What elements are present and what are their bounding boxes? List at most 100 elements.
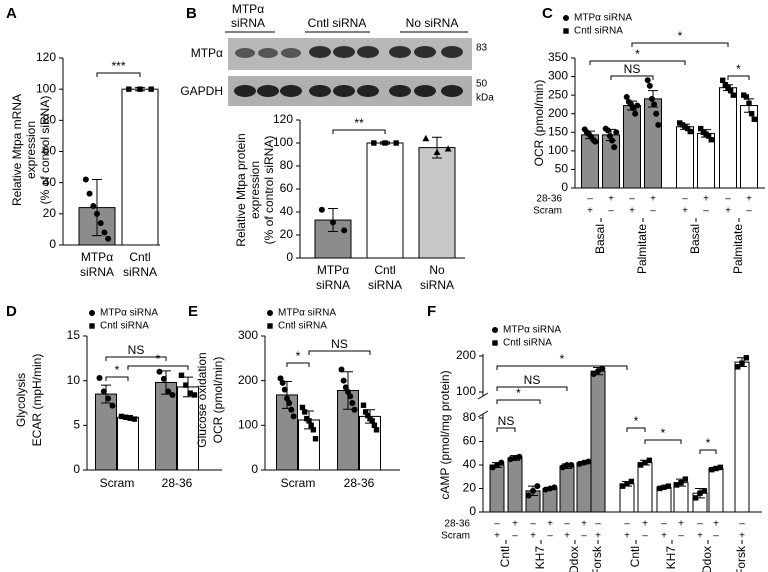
data-point xyxy=(183,382,189,388)
condition-sign: – xyxy=(697,519,703,530)
x-tick-label: No xyxy=(429,263,445,277)
band xyxy=(281,48,301,58)
y-tick-label: 10 xyxy=(67,373,81,387)
condition-sign: + xyxy=(587,206,593,217)
significance-bracket xyxy=(496,399,541,404)
band-label: GAPDH xyxy=(180,84,223,98)
data-point xyxy=(730,92,736,98)
condition-sign: + xyxy=(682,206,688,217)
y-tick-label: 0 xyxy=(251,462,258,476)
condition-sign: + xyxy=(581,519,587,530)
data-point xyxy=(692,495,699,501)
significance-bracket xyxy=(644,439,682,444)
data-point xyxy=(90,203,97,210)
y-axis-label: OCR (pmol/min) xyxy=(211,357,225,444)
data-point xyxy=(277,375,284,382)
data-point xyxy=(609,137,616,144)
condition-sign: – xyxy=(624,519,630,530)
error-bar xyxy=(92,179,102,237)
significance-bracket xyxy=(96,72,141,77)
data-point xyxy=(604,127,611,134)
y-tick-label: 20 xyxy=(280,227,294,241)
data-point xyxy=(642,459,648,466)
data-point xyxy=(308,422,314,429)
condition-sign: + xyxy=(547,519,553,530)
data-point xyxy=(281,386,288,393)
y-tick-label: 150 xyxy=(548,124,568,138)
group-label: Basal xyxy=(593,224,607,254)
marker-label: 83 xyxy=(476,43,488,54)
data-point xyxy=(310,427,317,433)
significance-label: * xyxy=(156,352,161,366)
data-point xyxy=(148,86,154,92)
data-point xyxy=(156,368,163,375)
data-point xyxy=(595,368,601,375)
y-axis-label: ECAR (mpH/min) xyxy=(30,354,44,447)
data-point xyxy=(299,404,306,411)
data-point xyxy=(165,388,172,395)
bar xyxy=(734,361,750,513)
data-point xyxy=(101,229,108,236)
condition-sign: – xyxy=(678,531,684,542)
band xyxy=(357,85,379,97)
data-point xyxy=(100,388,107,395)
data-point xyxy=(590,371,597,377)
significance-label: * xyxy=(560,352,565,366)
lane-label: MTPα xyxy=(232,2,264,16)
data-point xyxy=(312,436,319,442)
band xyxy=(257,85,279,97)
legend-marker xyxy=(563,28,569,34)
data-point xyxy=(717,464,724,471)
panel-letter: D xyxy=(6,303,17,320)
condition-sign: – xyxy=(581,531,587,542)
data-point xyxy=(351,406,358,413)
data-point xyxy=(169,391,176,398)
bar xyxy=(576,462,592,513)
data-point xyxy=(86,190,93,197)
bar xyxy=(644,98,662,189)
lane-label: Cntl siRNA xyxy=(308,16,367,30)
data-point xyxy=(362,409,369,415)
band xyxy=(309,46,331,58)
y-axis-label: cAMP (pmol/mg protein) xyxy=(438,370,452,499)
condition-sign: + xyxy=(746,194,752,205)
legend-marker xyxy=(563,15,569,21)
y-tick-label: 120 xyxy=(36,50,56,64)
data-point xyxy=(286,400,293,406)
significance-label: * xyxy=(296,349,301,363)
group-label: Palmitate xyxy=(731,224,745,274)
data-point xyxy=(288,406,295,413)
y-tick-label: 40 xyxy=(43,175,57,189)
condition-sign: – xyxy=(530,519,536,530)
y-tick-label: 15 xyxy=(67,328,81,342)
data-point xyxy=(187,390,193,396)
data-point xyxy=(131,416,138,422)
data-point xyxy=(705,133,712,139)
data-point xyxy=(382,140,388,146)
bar xyxy=(559,465,575,513)
legend-marker xyxy=(492,340,498,346)
bar xyxy=(708,468,724,513)
data-point xyxy=(345,388,351,395)
data-point xyxy=(422,134,430,142)
data-point xyxy=(97,220,104,227)
band xyxy=(357,46,379,58)
data-point xyxy=(290,413,297,420)
blot-bands xyxy=(235,48,301,58)
significance-bracket xyxy=(496,365,628,370)
y-axis-label: expression xyxy=(248,161,262,219)
y-tick-label: 100 xyxy=(456,384,476,398)
condition-sign: + xyxy=(661,531,667,542)
significance-label: NS xyxy=(524,373,541,387)
condition-sign: + xyxy=(512,519,518,530)
band xyxy=(258,48,278,58)
y-tick-label: 100 xyxy=(548,143,568,157)
data-point xyxy=(634,102,641,109)
condition-sign: + xyxy=(642,519,648,530)
bar xyxy=(637,462,653,513)
condition-sign: – xyxy=(587,194,593,205)
data-point xyxy=(637,462,644,468)
y-axis-label: Glucose oxidation xyxy=(195,352,209,447)
y-tick-label: 250 xyxy=(548,87,568,101)
